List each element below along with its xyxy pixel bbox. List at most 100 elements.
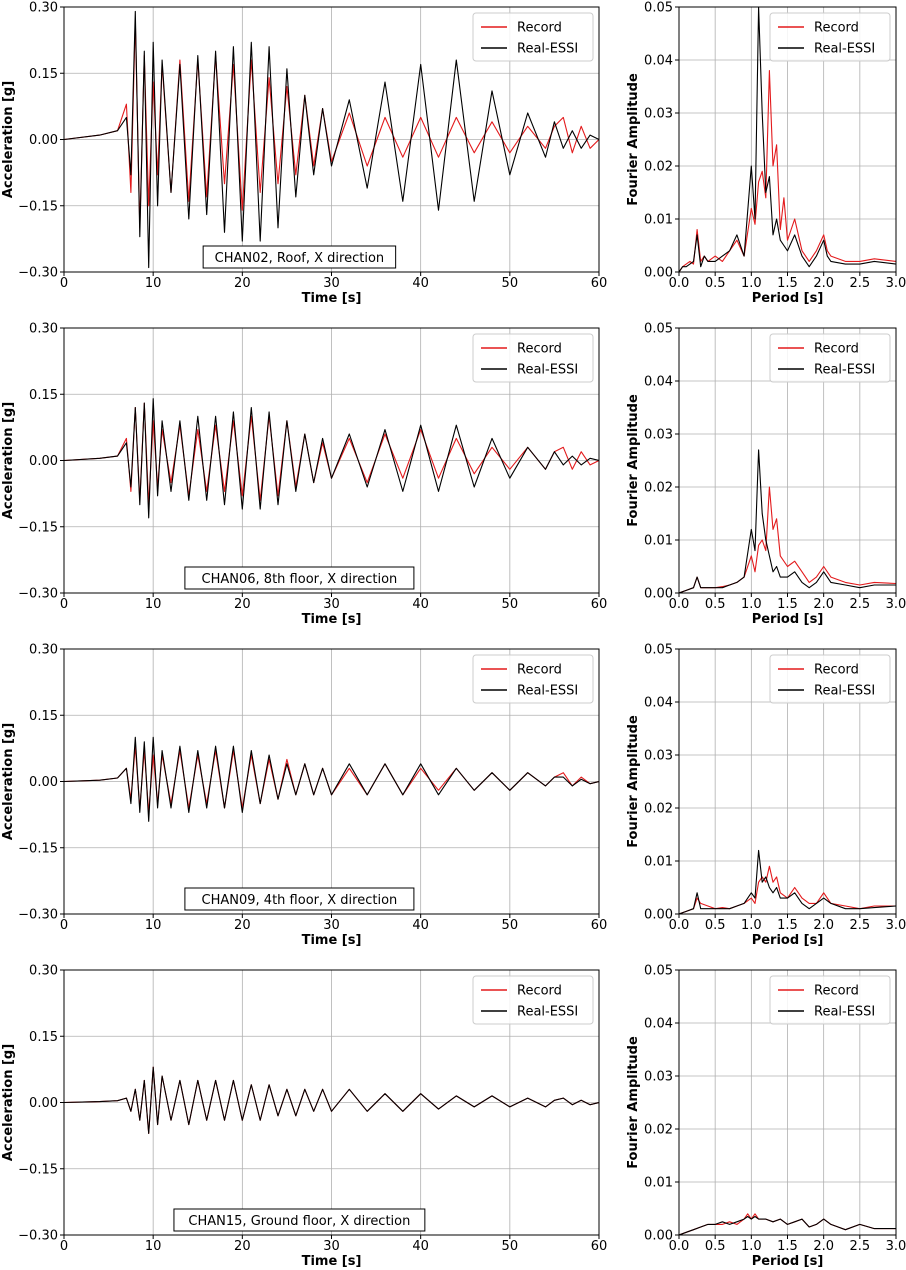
ts-chan09-xtick-label: 50 bbox=[502, 918, 519, 933]
fa-chan06-ytick-label: 0.03 bbox=[644, 428, 673, 443]
fa-chan15-legend-label: Record bbox=[814, 984, 859, 999]
ts-chan15-xtick-label: 60 bbox=[591, 1239, 608, 1254]
fa-chan09-ytick-label: 0.05 bbox=[644, 643, 673, 658]
fa-chan09-xtick-label: 0.0 bbox=[669, 918, 690, 933]
ts-chan02-legend bbox=[472, 12, 594, 62]
ts-chan06-ytick-label: 0.00 bbox=[29, 454, 58, 469]
fa-chan02-ytick-label: 0.00 bbox=[644, 266, 673, 281]
ts-chan06-xtick-label: 0 bbox=[60, 597, 68, 612]
ts-chan06-annotation: CHAN06, 8th floor, X direction bbox=[202, 572, 398, 587]
fa-chan15-xtick-label: 3.0 bbox=[886, 1239, 906, 1254]
ts-chan15-legend-label: Real-ESSI bbox=[517, 1005, 578, 1020]
ts-chan09-xtick-label: 0 bbox=[60, 918, 68, 933]
fa-chan09-series-record bbox=[679, 865, 896, 914]
fa-chan15-xtick-label: 1.5 bbox=[777, 1239, 798, 1254]
fa-chan02-legend bbox=[769, 12, 891, 62]
ts-chan15-xtick-label: 40 bbox=[412, 1239, 429, 1254]
fa-chan02-panel: 0.0 0.5 1.0 1.5 2.0 2.5 3.0 0.00 0.01 0.02 0.03 0.0… bbox=[626, 1, 906, 307]
ts-chan02-xtick-label: 40 bbox=[412, 276, 429, 291]
ts-chan09-xtick-label: 20 bbox=[234, 918, 251, 933]
fa-chan02-ytick-label: 0.02 bbox=[644, 160, 673, 175]
fa-chan02-ylabel: Fourier Amplitude bbox=[626, 73, 641, 206]
fa-chan09-ytick-label: 0.00 bbox=[644, 908, 673, 923]
fa-chan06-legend-label: Record bbox=[814, 342, 859, 357]
fa-chan06-panel: 0.0 0.5 1.0 1.5 2.0 2.5 3.0 0.00 0.01 0.02 0.03 0.0… bbox=[626, 322, 906, 628]
fa-chan15-ytick-label: 0.01 bbox=[644, 1176, 673, 1191]
ts-chan06-legend-label: Real-ESSI bbox=[517, 363, 578, 378]
fa-chan06-ytick-label: 0.02 bbox=[644, 481, 673, 496]
fa-chan15-xtick-label: 2.5 bbox=[849, 1239, 870, 1254]
ts-chan06-xtick-label: 30 bbox=[323, 597, 340, 612]
fa-chan06-xtick-label: 2.5 bbox=[849, 597, 870, 612]
ts-chan09-legend-label: Record bbox=[517, 663, 562, 678]
ts-chan06-ytick-label: 0.30 bbox=[29, 322, 58, 337]
fa-chan06-xtick-label: 3.0 bbox=[886, 597, 906, 612]
fa-chan06-xtick-label: 0.0 bbox=[669, 597, 690, 612]
fa-chan09-xtick-label: 2.0 bbox=[813, 918, 834, 933]
ts-chan09-xtick-label: 10 bbox=[145, 918, 162, 933]
fa-chan06-legend bbox=[769, 333, 891, 383]
ts-chan02-xtick-label: 30 bbox=[323, 276, 340, 291]
ts-chan15-annotation: CHAN15, Ground floor, X direction bbox=[188, 1214, 410, 1229]
fa-chan09-ytick-label: 0.02 bbox=[644, 802, 673, 817]
ts-chan02-ylabel: Acceleration [g] bbox=[1, 81, 16, 198]
ts-chan09-ytick-label: 0.15 bbox=[29, 709, 58, 724]
ts-chan15-ytick-label: 0.00 bbox=[29, 1096, 58, 1111]
fa-chan02-xtick-label: 2.0 bbox=[813, 276, 834, 291]
fa-chan06-legend-label: Real-ESSI bbox=[814, 363, 875, 378]
fa-chan06-ytick-label: 0.05 bbox=[644, 322, 673, 337]
fa-chan09-ytick-label: 0.04 bbox=[644, 696, 673, 711]
fa-chan15-xtick-label: 2.0 bbox=[813, 1239, 834, 1254]
fa-chan02-ytick-label: 0.01 bbox=[644, 213, 673, 228]
fa-chan09-xlabel: Period [s] bbox=[752, 933, 824, 948]
ts-chan09-ylabel: Acceleration [g] bbox=[1, 723, 16, 840]
fa-chan15-xtick-label: 1.0 bbox=[741, 1239, 762, 1254]
ts-chan15-ylabel: Acceleration [g] bbox=[1, 1044, 16, 1161]
fa-chan09-legend bbox=[769, 654, 891, 704]
ts-chan02-xtick-label: 50 bbox=[502, 276, 519, 291]
ts-chan02-legend-label: Record bbox=[517, 21, 562, 36]
ts-chan06-ytick-label: 0.15 bbox=[29, 388, 58, 403]
fa-chan02-xtick-label: 0.5 bbox=[705, 276, 726, 291]
ts-chan15-ytick-label: 0.30 bbox=[29, 964, 58, 979]
ts-chan09-ytick-label: −0.15 bbox=[18, 841, 58, 856]
fa-chan02-xtick-label: 2.5 bbox=[849, 276, 870, 291]
ts-chan02-xtick-label: 60 bbox=[591, 276, 608, 291]
fa-chan02-ytick-label: 0.04 bbox=[644, 54, 673, 69]
fa-chan15-ytick-label: 0.02 bbox=[644, 1123, 673, 1138]
ts-chan06-xlabel: Time [s] bbox=[302, 612, 362, 627]
fa-chan09-legend-label: Record bbox=[814, 663, 859, 678]
ts-chan02-annotation: CHAN02, Roof, X direction bbox=[215, 251, 384, 266]
ts-chan02-xlabel: Time [s] bbox=[302, 291, 362, 306]
fa-chan15-legend bbox=[769, 975, 891, 1025]
fa-chan02-ytick-label: 0.03 bbox=[644, 107, 673, 122]
ts-chan09-ytick-label: 0.00 bbox=[29, 775, 58, 790]
ts-chan15-annotation-box bbox=[173, 1208, 426, 1232]
ts-chan02-ytick-label: 0.15 bbox=[29, 67, 58, 82]
ts-chan09-ytick-label: −0.30 bbox=[18, 908, 58, 923]
ts-chan02-xtick-label: 20 bbox=[234, 276, 251, 291]
ts-chan09-xtick-label: 40 bbox=[412, 918, 429, 933]
fa-chan15-ytick-label: 0.05 bbox=[644, 964, 673, 979]
ts-chan06-legend-label: Record bbox=[517, 342, 562, 357]
ts-chan06-ytick-label: −0.15 bbox=[18, 520, 58, 535]
fa-chan09-xtick-label: 3.0 bbox=[886, 918, 906, 933]
ts-chan15-xtick-label: 0 bbox=[60, 1239, 68, 1254]
fa-chan02-series-record bbox=[679, 70, 896, 272]
fa-chan09-xtick-label: 1.0 bbox=[741, 918, 762, 933]
ts-chan02-series-real-essi bbox=[64, 10, 599, 269]
fa-chan15-xtick-label: 0.5 bbox=[705, 1239, 726, 1254]
ts-chan15-legend-label: Record bbox=[517, 984, 562, 999]
fa-chan09-ytick-label: 0.03 bbox=[644, 749, 673, 764]
fa-chan06-ytick-label: 0.04 bbox=[644, 375, 673, 390]
fa-chan09-xtick-label: 1.5 bbox=[777, 918, 798, 933]
ts-chan02-series-record bbox=[64, 19, 599, 229]
fa-chan09-legend-label: Real-ESSI bbox=[814, 684, 875, 699]
fa-chan02-legend-label: Record bbox=[814, 21, 859, 36]
ts-chan02-ytick-label: −0.30 bbox=[18, 266, 58, 281]
ts-chan15-ytick-label: −0.15 bbox=[18, 1162, 58, 1177]
fa-chan15-legend-label: Real-ESSI bbox=[814, 1005, 875, 1020]
fa-chan02-legend-label: Real-ESSI bbox=[814, 42, 875, 57]
fa-chan06-ytick-label: 0.00 bbox=[644, 587, 673, 602]
ts-chan02-ytick-label: −0.15 bbox=[18, 199, 58, 214]
